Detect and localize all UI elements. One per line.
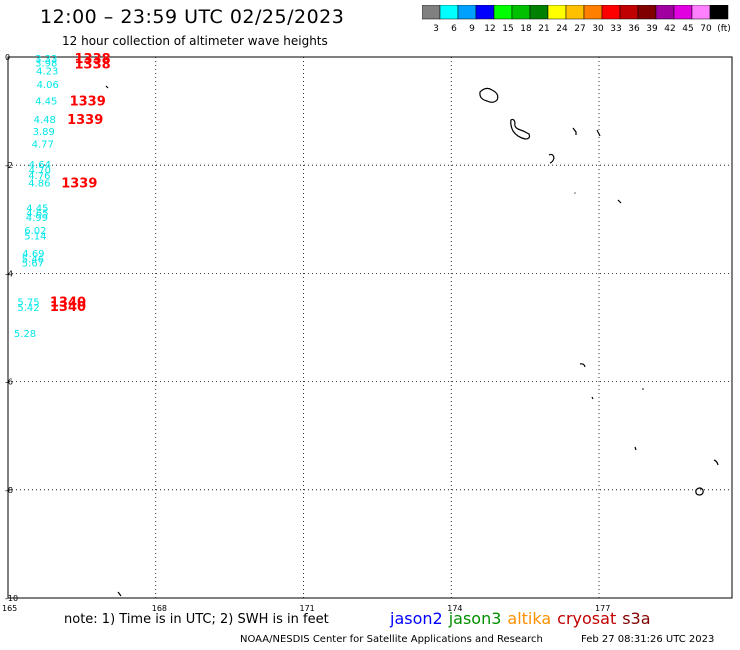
swh-value-label: 5.75 [17, 298, 39, 309]
lon-tick-label: 174 [447, 604, 462, 613]
island-outline [548, 153, 555, 164]
scale-label: 12 [484, 24, 495, 34]
lat-tick-label: -6 [5, 378, 13, 387]
generated-timestamp: Feb 27 08:31:26 UTC 2023 [581, 634, 715, 645]
swh-value-label: 5.46 [22, 254, 44, 265]
lon-tick-label: 171 [300, 604, 315, 613]
observation-time-label: 1340 [50, 300, 86, 315]
swh-value-label: 3.33 [35, 54, 57, 65]
scale-swatch [709, 5, 729, 20]
island-outline [713, 459, 719, 466]
island-outline [572, 127, 577, 135]
scale-label: 45 [682, 24, 693, 34]
scale-label: 42 [664, 24, 675, 34]
lon-tick-label: 165 [2, 604, 17, 613]
swh-value-label: 5.42 [17, 303, 39, 314]
swh-value-label: 5.14 [24, 232, 46, 243]
lat-tick-label: -10 [5, 594, 18, 603]
map-title: 12:00 – 23:59 UTC 02/25/2023 [40, 6, 345, 28]
observation-time-label: 1339 [67, 113, 103, 128]
scale-label: 18 [520, 24, 532, 34]
island-outline [479, 87, 499, 103]
scale-label: 3 [433, 24, 439, 34]
lat-tick-label: -8 [5, 486, 13, 495]
observation-time-label: 1338 [74, 52, 110, 67]
island-outline [634, 446, 637, 451]
swh-value-label: 4.45 [26, 203, 48, 214]
swh-value-label: 6.02 [24, 226, 46, 237]
island-outline [510, 118, 531, 140]
island-outline [617, 199, 622, 204]
island-outline [105, 85, 109, 89]
lat-tick-label: -2 [5, 161, 13, 170]
island-outline [642, 388, 644, 390]
scale-label: (ft) [717, 24, 731, 34]
scale-label: 24 [556, 24, 568, 34]
island-outline [695, 487, 704, 496]
swh-value-label: 4.70 [29, 166, 51, 177]
island-outline [591, 396, 594, 400]
scale-label: 33 [610, 24, 621, 34]
swh-value-label: 4.65 [26, 208, 48, 219]
color-scale-legend: 3 6 9 12 15 18 21 24 27 30 33 36 39 42 45 70 (ft) [422, 5, 731, 34]
island-outline [596, 129, 601, 137]
lat-tick-label: 0 [5, 53, 10, 62]
swh-value-label: 4.48 [34, 115, 56, 126]
swh-value-label: 3.98 [35, 58, 57, 69]
observation-time-label: 1338 [74, 57, 110, 72]
observation-time-label: 1339 [61, 177, 97, 192]
swh-value-label: 4.45 [35, 96, 57, 107]
swh-value-label: 5.28 [14, 329, 36, 340]
scale-label: 27 [574, 24, 585, 34]
scale-label: 9 [469, 24, 475, 34]
satellite-jason3: jason3 [448, 609, 502, 628]
swh-value-label: 5.67 [22, 259, 44, 270]
island-outline [579, 363, 586, 368]
observation-time-label: 1340 [50, 296, 86, 311]
swh-value-label: 4.69 [22, 249, 44, 260]
lat-tick-label: -4 [5, 269, 13, 278]
satellite-cryosat: cryosat [557, 609, 617, 628]
observation-time-label: 1339 [70, 94, 106, 109]
lon-tick-label: 177 [595, 604, 610, 613]
lon-tick-label: 168 [152, 604, 167, 613]
swh-value-label: 4.06 [37, 80, 59, 91]
scale-label: 30 [592, 24, 604, 34]
satellite-altika: altika [507, 609, 552, 628]
island-outline [574, 192, 576, 194]
island-outline [117, 591, 122, 597]
satellite-jason2: jason2 [390, 609, 443, 628]
swh-value-label: 4.64 [29, 160, 51, 171]
scale-label: 15 [502, 24, 513, 34]
scale-label: 21 [538, 24, 549, 34]
scale-label: 39 [646, 24, 658, 34]
swh-value-label: 4.23 [36, 67, 58, 78]
scale-label: 70 [700, 24, 712, 34]
swh-value-label: 3.89 [33, 127, 55, 138]
map-frame [7, 56, 733, 599]
scale-label: 6 [451, 24, 457, 34]
swh-value-label: 4.76 [28, 171, 50, 182]
swh-value-label: 4.77 [32, 140, 54, 151]
swh-value-label: 4.86 [28, 179, 50, 190]
satellite-s3a: s3a [622, 609, 651, 628]
satellite-legend: jason2 jason3 altika cryosat s3a [390, 609, 657, 628]
credit-line: NOAA/NESDIS Center for Satellite Applica… [240, 634, 543, 645]
swh-value-label: 4.99 [26, 213, 48, 224]
footer-note: note: 1) Time is in UTC; 2) SWH is in fe… [64, 612, 329, 627]
scale-label: 36 [628, 24, 640, 34]
map-subtitle: 12 hour collection of altimeter wave hei… [62, 34, 328, 48]
